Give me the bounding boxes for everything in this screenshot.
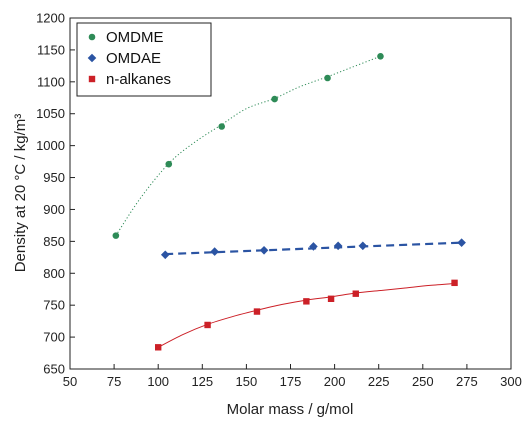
data-point-omdme xyxy=(324,74,331,82)
x-tick-label: 150 xyxy=(236,374,258,389)
legend-marker-omdme xyxy=(88,33,96,41)
legend-marker-omdae xyxy=(87,53,97,63)
legend-marker-n-alkanes xyxy=(88,75,96,83)
y-axis-ticks: 650 700 750 800 850 900 950 1000 1050 1100 1150 120… xyxy=(36,11,75,377)
x-tick-label: 300 xyxy=(500,374,522,389)
data-point-omdme xyxy=(377,52,384,60)
x-tick-label: 175 xyxy=(280,374,302,389)
y-tick-label: 950 xyxy=(43,170,65,185)
x-tick-label: 225 xyxy=(368,374,390,389)
legend-label-omdae: OMDAE xyxy=(106,50,161,67)
x-tick-label: 200 xyxy=(324,374,346,389)
data-point-n-alkanes xyxy=(352,290,359,297)
y-tick-label: 800 xyxy=(43,266,65,281)
data-point-omdae xyxy=(210,247,219,256)
y-tick-label: 1050 xyxy=(36,106,65,121)
data-point-omdme xyxy=(271,95,278,103)
legend-label-n-alkanes: n-alkanes xyxy=(106,71,171,88)
fit-curve-omdme xyxy=(115,55,381,236)
x-axis-title: Molar mass / g/mol xyxy=(227,401,354,418)
data-point-omdme xyxy=(112,232,120,239)
x-tick-label: 75 xyxy=(107,374,121,389)
x-tick-label: 50 xyxy=(63,374,77,389)
legend: OMDME OMDAE n-alkanes xyxy=(76,22,212,97)
y-tick-label: 1150 xyxy=(37,42,65,57)
data-point-omdme xyxy=(165,160,173,168)
y-axis-title: Density at 20 °C / kg/m³ xyxy=(12,114,29,273)
y-tick-label: 900 xyxy=(43,202,65,217)
data-point-omdae xyxy=(160,250,170,260)
y-tick-label: 650 xyxy=(43,362,65,377)
data-points xyxy=(112,52,466,351)
data-point-n-alkanes xyxy=(451,279,458,287)
data-point-n-alkanes xyxy=(303,298,310,305)
y-tick-label: 1000 xyxy=(36,138,65,153)
data-point-omdae xyxy=(358,241,368,251)
data-point-omdae xyxy=(457,238,466,247)
data-point-omdae xyxy=(333,241,343,251)
data-point-n-alkanes xyxy=(155,344,162,351)
x-tick-label: 100 xyxy=(147,374,169,389)
x-tick-label: 125 xyxy=(191,374,213,389)
data-point-n-alkanes xyxy=(253,308,261,315)
y-tick-label: 750 xyxy=(43,298,65,313)
fit-curve-n-alkanes xyxy=(157,282,455,348)
y-tick-label: 1100 xyxy=(37,74,65,89)
x-tick-label: 275 xyxy=(456,374,478,389)
data-point-omdae xyxy=(259,245,269,255)
x-axis-ticks: 50 75 100 125 150 175 200 225 250 275 300 xyxy=(63,364,522,389)
x-tick-label: 250 xyxy=(412,374,434,389)
legend-box xyxy=(76,22,212,97)
data-point-n-alkanes xyxy=(204,321,211,329)
y-tick-label: 850 xyxy=(43,234,65,249)
data-point-omdae xyxy=(309,242,318,251)
legend-label-omdme: OMDME xyxy=(106,29,164,46)
y-tick-label: 700 xyxy=(43,330,65,345)
data-point-omdme xyxy=(218,123,226,130)
fit-curves xyxy=(115,55,462,348)
data-point-n-alkanes xyxy=(327,295,335,302)
y-tick-label: 1200 xyxy=(36,11,65,26)
